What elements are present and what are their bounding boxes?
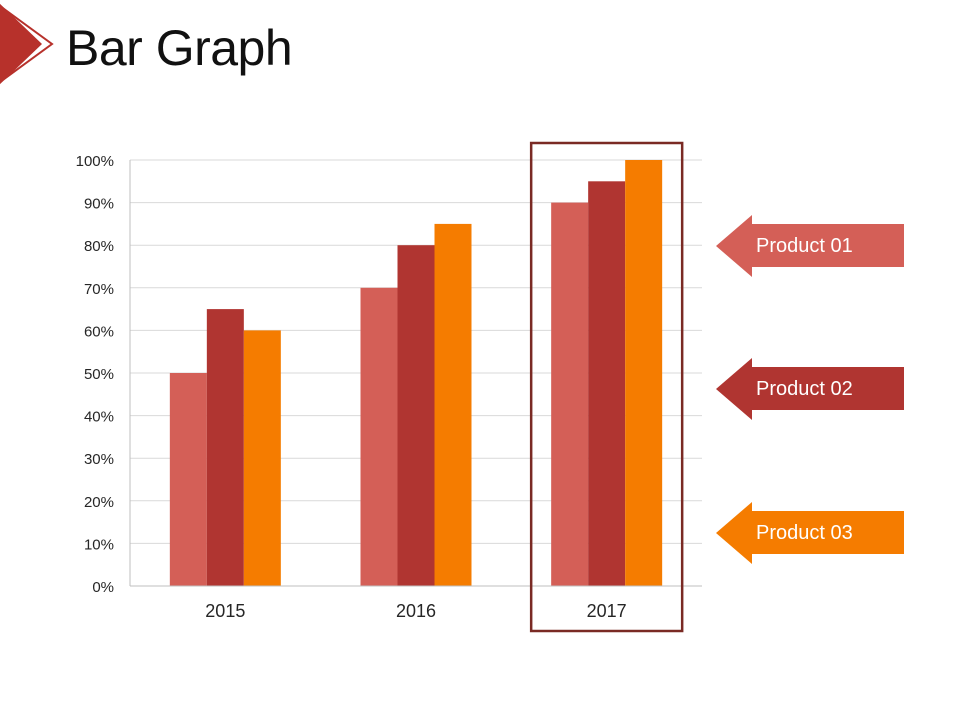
- y-tick-label: 20%: [84, 494, 114, 511]
- highlight-box: [529, 141, 684, 633]
- bar-product-01-2016: [360, 287, 398, 586]
- legend-label-product-03: Product 03: [756, 522, 853, 544]
- page-title: Bar Graph: [66, 20, 293, 76]
- x-tick-label: 2015: [205, 601, 245, 621]
- bar-product-03-2015: [243, 330, 281, 586]
- legend-label-product-01: Product 01: [756, 235, 853, 257]
- y-tick-label: 80%: [84, 238, 114, 255]
- title-arrow-icon: [0, 3, 54, 85]
- bar-product-02-2017: [588, 181, 626, 587]
- y-tick-label: 40%: [84, 409, 114, 426]
- y-tick-label: 30%: [84, 451, 114, 468]
- x-tick-label: 2017: [587, 601, 627, 621]
- legend-item-product-02: Product 02: [716, 358, 904, 420]
- legend-label-product-02: Product 02: [756, 378, 853, 400]
- y-tick-label: 50%: [84, 366, 114, 383]
- bar-product-03-2016: [434, 223, 472, 586]
- bar-product-03-2017: [625, 160, 663, 586]
- legend-item-product-01: Product 01: [716, 215, 904, 277]
- legend-arrow-product-02-icon: [716, 358, 904, 420]
- bar-product-01-2015: [169, 373, 207, 586]
- y-tick-label: 100%: [76, 153, 114, 170]
- title-bar: Bar Graph: [0, 0, 960, 100]
- legend-arrow-product-03-icon: [716, 502, 904, 564]
- legend-item-product-03: Product 03: [716, 502, 904, 564]
- x-tick-label: 2016: [396, 601, 436, 621]
- legend-arrow-product-01-icon: [716, 215, 904, 277]
- y-tick-label: 0%: [92, 579, 114, 596]
- bar-product-02-2015: [206, 309, 244, 586]
- bar-product-02-2016: [397, 245, 435, 586]
- y-tick-label: 60%: [84, 323, 114, 340]
- y-tick-label: 70%: [84, 281, 114, 298]
- y-tick-label: 10%: [84, 536, 114, 553]
- bar-product-01-2017: [551, 202, 589, 586]
- y-tick-label: 90%: [84, 196, 114, 213]
